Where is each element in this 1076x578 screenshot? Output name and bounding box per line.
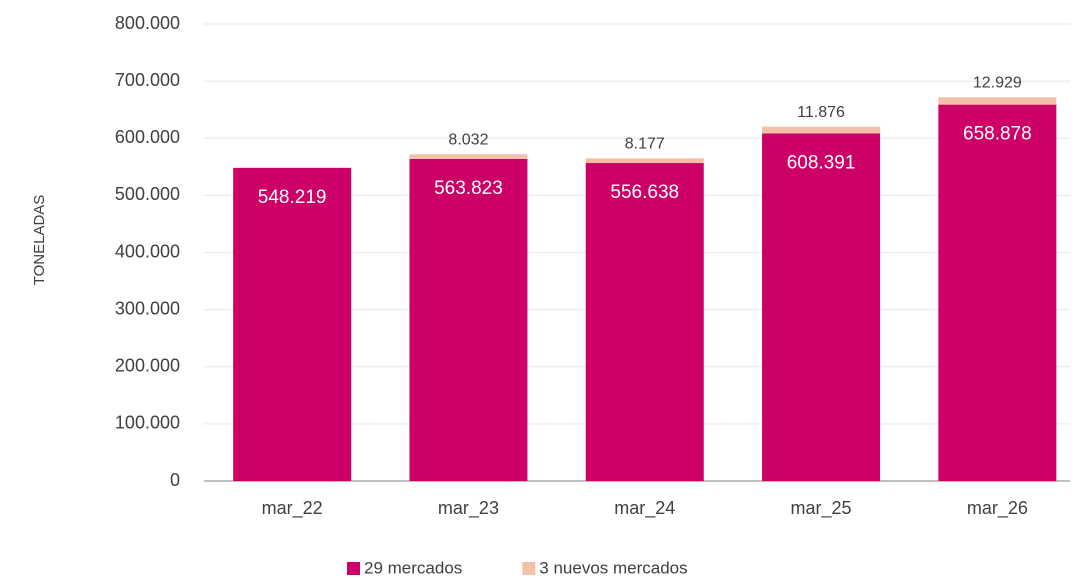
legend-label: 29 mercados <box>364 558 462 577</box>
x-tick-label: mar_24 <box>614 498 675 519</box>
x-tick-label: mar_22 <box>262 498 323 519</box>
y-tick-label: 500.000 <box>115 184 180 204</box>
bar-segment <box>762 126 881 134</box>
y-axis-label: TONELADAS <box>31 195 48 286</box>
y-tick-label: 100.000 <box>115 413 180 433</box>
value-label: 556.638 <box>610 182 679 203</box>
legend-swatch <box>522 562 536 575</box>
value-label: 563.823 <box>434 178 503 199</box>
bar-segment <box>233 167 352 481</box>
x-tick-label: mar_25 <box>791 498 852 519</box>
bar-segment <box>762 133 881 481</box>
x-tick-label: mar_23 <box>438 498 499 519</box>
value-label: 548.219 <box>258 187 327 208</box>
value-label: 658.878 <box>963 124 1032 145</box>
bar-segment <box>938 104 1057 482</box>
legend-label: 3 nuevos mercados <box>539 558 687 577</box>
value-label: 608.391 <box>787 152 856 173</box>
x-tick-label: mar_26 <box>967 498 1028 519</box>
y-tick-label: 400.000 <box>115 241 180 261</box>
y-tick-label: 300.000 <box>115 298 180 318</box>
bar-segment <box>938 97 1057 105</box>
value-label: 12.929 <box>973 74 1022 91</box>
y-tick-label: 200.000 <box>115 356 180 376</box>
y-tick-label: 800.000 <box>115 13 180 33</box>
value-label: 11.876 <box>797 104 845 121</box>
y-tick-label: 700.000 <box>115 70 180 90</box>
bar-segment <box>409 154 528 159</box>
bar-segment <box>409 158 528 481</box>
value-label: 8.032 <box>448 132 488 149</box>
bar-segment <box>585 163 704 481</box>
value-label: 8.177 <box>625 136 665 153</box>
legend-swatch <box>347 562 360 575</box>
y-tick-label: 600.000 <box>115 127 180 147</box>
y-tick-label: 0 <box>170 470 180 490</box>
bar-segment <box>585 158 704 164</box>
